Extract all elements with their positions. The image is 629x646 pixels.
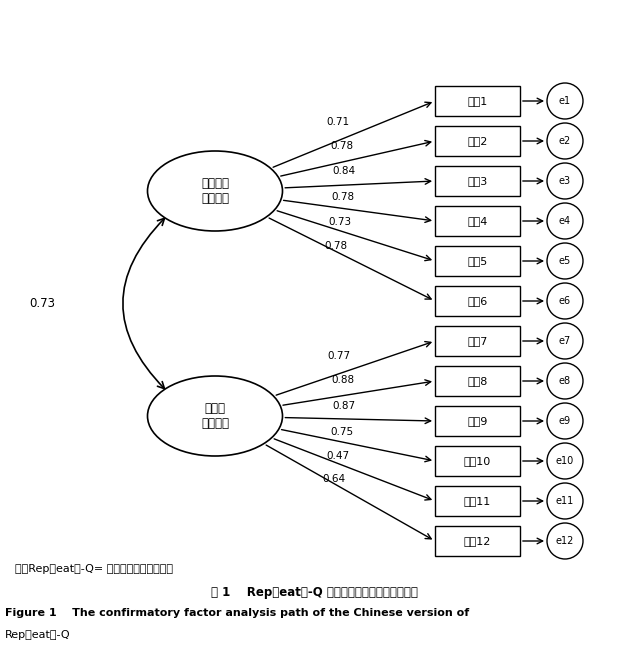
Text: 0.71: 0.71 — [326, 117, 349, 127]
Text: e1: e1 — [559, 96, 571, 106]
Text: 条目12: 条目12 — [464, 536, 491, 546]
Text: Rep（eat）-Q: Rep（eat）-Q — [5, 630, 70, 640]
Text: e4: e4 — [559, 216, 571, 226]
Text: e3: e3 — [559, 176, 571, 186]
Text: 条目2: 条目2 — [467, 136, 487, 146]
Text: 条目7: 条目7 — [467, 336, 487, 346]
Text: 图 1    Rep（eat）-Q 中文版的验证性因子分析路径: 图 1 Rep（eat）-Q 中文版的验证性因子分析路径 — [211, 586, 418, 599]
Text: e5: e5 — [559, 256, 571, 266]
Text: e10: e10 — [556, 456, 574, 466]
Text: e8: e8 — [559, 376, 571, 386]
Text: 0.87: 0.87 — [332, 401, 355, 412]
Text: e6: e6 — [559, 296, 571, 306]
Text: 条目10: 条目10 — [464, 456, 491, 466]
Text: 条目5: 条目5 — [467, 256, 487, 266]
Text: 条目1: 条目1 — [467, 96, 487, 106]
Text: 注：Rep（eat）-Q= 放牧饮食行为测评量表: 注：Rep（eat）-Q= 放牧饮食行为测评量表 — [15, 564, 173, 574]
Text: e12: e12 — [556, 536, 574, 546]
Text: 条目6: 条目6 — [467, 296, 487, 306]
Text: 0.78: 0.78 — [324, 241, 347, 251]
Text: e11: e11 — [556, 496, 574, 506]
Text: 0.64: 0.64 — [323, 474, 346, 484]
Text: 0.73: 0.73 — [29, 297, 55, 310]
Text: 0.78: 0.78 — [330, 141, 353, 151]
Text: 0.77: 0.77 — [328, 351, 351, 360]
Text: 条目9: 条目9 — [467, 416, 487, 426]
FancyArrowPatch shape — [123, 218, 165, 389]
Text: Figure 1    The confirmatory factor analysis path of the Chinese version of: Figure 1 The confirmatory factor analysi… — [5, 608, 469, 618]
Text: 0.88: 0.88 — [331, 375, 354, 385]
Text: 条目11: 条目11 — [464, 496, 491, 506]
Text: 0.73: 0.73 — [328, 218, 352, 227]
Text: 条目8: 条目8 — [467, 376, 487, 386]
Text: 0.75: 0.75 — [330, 427, 353, 437]
Text: 强迫型
放牧饮食: 强迫型 放牧饮食 — [201, 402, 229, 430]
Text: 0.84: 0.84 — [332, 167, 355, 176]
Text: 条目4: 条目4 — [467, 216, 487, 226]
Text: e7: e7 — [559, 336, 571, 346]
Text: 条目3: 条目3 — [467, 176, 487, 186]
Text: e2: e2 — [559, 136, 571, 146]
Text: 0.78: 0.78 — [331, 193, 355, 202]
Text: e9: e9 — [559, 416, 571, 426]
Text: 非强迫型
放牧饮食: 非强迫型 放牧饮食 — [201, 177, 229, 205]
Text: 0.47: 0.47 — [326, 452, 350, 461]
